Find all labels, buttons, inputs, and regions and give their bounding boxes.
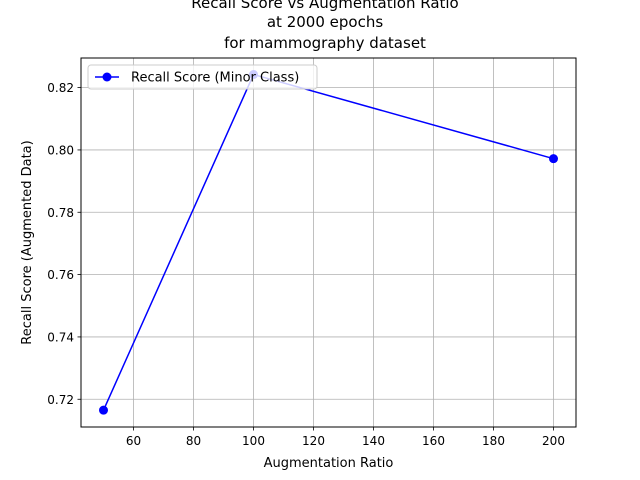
plot-area: 60 80 100 120 140 160 180 200 0.72 0.74 0.76 0.78 0.… xyxy=(47,57,577,448)
x-tick-label: 100 xyxy=(242,434,265,448)
data-point xyxy=(549,154,558,164)
x-tick-label: 160 xyxy=(422,434,445,448)
axes-frame xyxy=(80,57,577,428)
chart-title: Recall Score vs Augmentation Ratio at 20… xyxy=(191,0,458,52)
x-tick-label: 120 xyxy=(302,434,325,448)
legend: Recall Score (Minor Class) xyxy=(87,64,318,90)
ticks: 60 80 100 120 140 160 180 200 0.72 0.74 0.76 0.78 0.… xyxy=(47,81,565,448)
x-tick-label: 60 xyxy=(126,434,141,448)
legend-label: Recall Score (Minor Class) xyxy=(131,71,299,86)
y-tick-label: 0.78 xyxy=(47,206,74,220)
y-tick-label: 0.72 xyxy=(47,393,74,407)
y-tick-label: 0.80 xyxy=(47,143,74,157)
x-tick-label: 140 xyxy=(362,434,385,448)
y-tick-label: 0.74 xyxy=(47,330,74,344)
x-tick-label: 180 xyxy=(482,434,505,448)
chart-title-line: at 2000 epochs xyxy=(267,13,383,31)
legend-box xyxy=(87,64,318,90)
data-point xyxy=(99,405,108,415)
y-tick-label: 0.76 xyxy=(47,268,74,282)
y-axis-label: Recall Score (Augmented Data) xyxy=(20,140,35,344)
plot-background xyxy=(81,58,576,427)
chart-title-line: for mammography dataset xyxy=(224,34,426,52)
legend-marker-swatch xyxy=(102,72,112,82)
x-axis-label: Augmentation Ratio xyxy=(264,456,394,471)
x-tick-label: 200 xyxy=(542,434,565,448)
chart-title-line: Recall Score vs Augmentation Ratio xyxy=(191,0,458,12)
y-tick-label: 0.82 xyxy=(47,81,74,95)
x-tick-label: 80 xyxy=(186,434,201,448)
grid xyxy=(81,58,576,427)
